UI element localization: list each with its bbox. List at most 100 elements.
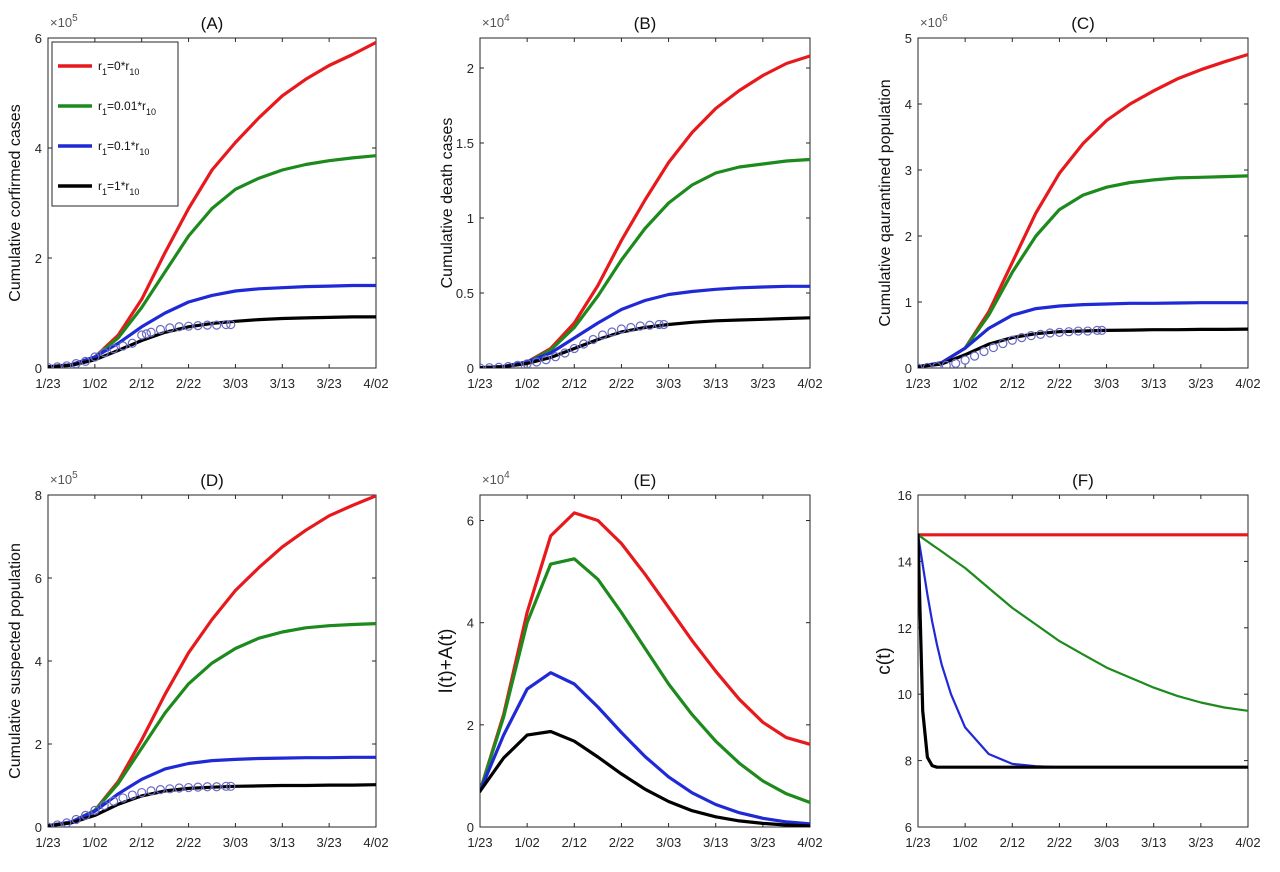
x-tick-label: 1/23 (905, 376, 930, 391)
y-exponent-label: ×104 (482, 470, 510, 487)
y-tick-label: 6 (467, 514, 474, 529)
series-line-3 (918, 301, 1248, 368)
y-tick-label: 1.5 (456, 136, 474, 151)
y-axis-label: Cumulative death cases (439, 118, 456, 289)
series-line-3 (480, 671, 810, 826)
x-tick-label: 4/02 (797, 835, 822, 850)
x-tick-label: 4/02 (363, 835, 388, 850)
observed-data-point (80, 810, 91, 820)
y-tick-label: 4 (35, 654, 42, 669)
panel-f: 1/23 1/02 2/12 2/22 3/03 3/13 3/23 4/02 6 8 10 12 14… (874, 471, 1261, 850)
observed-data-point (522, 359, 532, 368)
y-tick-label: 2 (467, 718, 474, 733)
y-axis-label: Cumulative corfirmed cases (7, 104, 24, 301)
observed-data-point (616, 324, 627, 334)
y-tick-label: 4 (905, 97, 912, 112)
x-tick-label: 3/23 (316, 376, 341, 391)
observed-data-point (202, 782, 212, 792)
x-tick-label: 1/02 (952, 376, 977, 391)
observed-data-point (560, 348, 570, 358)
x-tick-label: 3/23 (316, 835, 341, 850)
x-tick-label: 2/12 (1000, 835, 1025, 850)
y-axis-label: Cumulative qaurantined population (877, 79, 894, 326)
y-tick-label: 2 (35, 737, 42, 752)
series-group (48, 40, 376, 368)
x-tick-label: 1/02 (514, 376, 539, 391)
x-tick-label: 1/02 (952, 835, 977, 850)
plot-frame (47, 494, 377, 828)
y-axis-label: c(t) (874, 647, 895, 674)
y-tick-label: 14 (898, 554, 912, 569)
observed-data-point (127, 790, 137, 800)
observed-data-point (183, 321, 194, 331)
observed-data-point (165, 784, 175, 794)
x-tick-label: 2/22 (1047, 835, 1072, 850)
observed-data-point (607, 327, 617, 337)
x-tick-label: 3/03 (656, 835, 681, 850)
x-tick-label: 2/12 (129, 376, 154, 391)
plot-frame (917, 37, 1249, 369)
series-line-2 (918, 533, 1248, 712)
observed-data-point (1007, 335, 1017, 345)
y-tick-label: 8 (905, 754, 912, 769)
observed-data-point (626, 322, 636, 333)
x-tick-label: 3/23 (750, 376, 775, 391)
x-tick-label: 2/22 (176, 835, 201, 850)
observed-data-point (62, 818, 72, 827)
y-tick-label: 8 (35, 488, 42, 503)
y-exponent-label: ×105 (50, 13, 78, 30)
observed-data-point (1054, 327, 1065, 337)
series-line-4 (48, 783, 376, 827)
x-tick-label: 3/13 (1141, 835, 1166, 850)
x-tick-label: 3/13 (1141, 376, 1166, 391)
x-tick-label: 1/23 (905, 835, 930, 850)
x-tick-label: 1/02 (82, 376, 107, 391)
panel-b: 1/23 1/02 2/12 2/22 3/03 3/13 3/23 4/02 0 0.5 1 1.5… (439, 13, 823, 391)
series-group (48, 495, 376, 827)
y-tick-label: 0 (467, 361, 474, 376)
legend-entry: r1=0.01*r10 (98, 99, 156, 117)
observed-data-point (146, 786, 156, 796)
panel-c: 1/23 1/02 2/12 2/22 3/03 3/13 3/23 4/02 0 1 2 3 4 5 (C… (877, 13, 1261, 391)
x-tick-label: 1/23 (467, 376, 492, 391)
y-tick-label: 0 (35, 361, 42, 376)
observed-data-point (193, 321, 203, 331)
legend-entry: r1=0.1*r10 (98, 139, 149, 157)
observed-data-point (202, 320, 212, 330)
observed-data-point (941, 360, 951, 368)
observed-data-point (541, 355, 551, 365)
observed-data-point (90, 352, 100, 362)
panel-title: (E) (634, 471, 657, 490)
x-tick-label: 3/13 (703, 376, 728, 391)
observed-data-point (193, 782, 203, 792)
series-line-4 (918, 533, 1248, 769)
y-tick-label: 0 (35, 820, 42, 835)
x-tick-label: 1/02 (82, 835, 107, 850)
observed-data-point (99, 800, 109, 811)
series-line-3 (480, 284, 810, 368)
observed-data-point (513, 360, 523, 368)
y-axis-label: I(t)+A(t) (436, 629, 457, 694)
series-line-3 (48, 283, 376, 368)
observed-data-point (1092, 325, 1102, 335)
x-tick-label: 3/03 (223, 376, 248, 391)
observed-data-point (579, 339, 589, 349)
observed-data-point (645, 320, 655, 330)
observed-data-point (52, 820, 62, 827)
observed-data-point (174, 783, 184, 793)
y-tick-label: 2 (905, 229, 912, 244)
x-tick-label: 2/22 (176, 376, 201, 391)
observed-data-point (988, 342, 999, 353)
panel-e: 1/23 1/02 2/12 2/22 3/03 3/13 3/23 4/02 0 2 4 6 (E) ×… (436, 470, 823, 850)
observed-data-point (108, 796, 119, 806)
x-tick-label: 4/02 (1235, 376, 1260, 391)
observed-data-point (118, 341, 128, 351)
x-tick-label: 3/13 (703, 835, 728, 850)
observed-data-point (146, 327, 156, 337)
y-tick-label: 0 (905, 361, 912, 376)
observed-data-point (922, 362, 933, 368)
observed-data-point (127, 338, 137, 348)
observed-data-point (998, 338, 1008, 349)
panel-title: (D) (200, 471, 224, 490)
observed-data-point (137, 330, 147, 340)
